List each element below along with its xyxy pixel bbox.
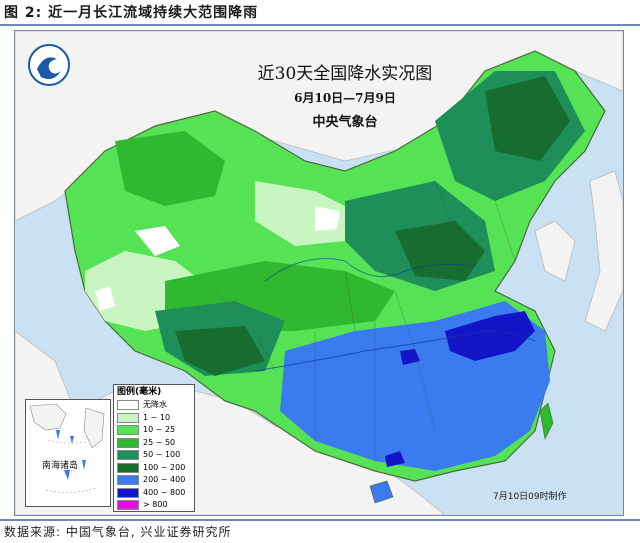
legend-item: 1 ~ 10 <box>114 412 194 425</box>
zone-dry-1 <box>135 226 180 256</box>
zone-25-50-xinjiang <box>115 131 225 206</box>
province-borders <box>214 180 516 461</box>
zone-400-800-south <box>385 451 405 467</box>
cma-logo-icon <box>27 43 71 87</box>
legend-swatch <box>117 400 139 411</box>
precipitation-map: 近30天全国降水实况图 6月10日—7月9日 中央气象台 南海诸岛 图例(毫米)… <box>14 30 624 516</box>
source-note: 数据来源: 中国气象台, 兴业证券研究所 <box>4 525 232 539</box>
legend-label: 200 ~ 400 <box>143 475 186 485</box>
zone-400-800-yangtze <box>445 311 535 361</box>
legend-swatch <box>117 437 139 448</box>
legend-title: 图例(毫米) <box>117 387 162 397</box>
zone-1-10-north <box>255 181 355 246</box>
top-divider <box>0 24 640 26</box>
legend-swatch <box>117 475 139 486</box>
zone-100-200-tibet <box>175 326 265 376</box>
legend-label: 50 ~ 100 <box>143 450 181 460</box>
legend-label: 无降水 <box>143 400 167 410</box>
legend-label: 25 ~ 50 <box>143 437 176 447</box>
map-title: 近30天全国降水实况图 <box>257 64 433 84</box>
map-agency: 中央气象台 <box>312 115 378 130</box>
map-timestamp: 7月10日09时制作 <box>493 492 567 502</box>
map-graphic <box>15 31 623 515</box>
legend-label: > 800 <box>143 500 168 510</box>
zone-400-800-small <box>400 349 420 365</box>
legend-item: 无降水 <box>114 399 194 412</box>
bottom-divider <box>0 519 640 521</box>
legend-label: 100 ~ 200 <box>143 462 186 472</box>
yangtze-river <box>254 330 536 372</box>
japan-islands <box>584 170 623 332</box>
taiwan-island <box>539 402 554 440</box>
yellow-river <box>264 258 476 282</box>
legend-item: 400 ~ 800 <box>114 487 194 500</box>
legend-item: 10 ~ 25 <box>114 424 194 437</box>
legend-swatch <box>117 425 139 436</box>
legend: 图例(毫米) 无降水 1 ~ 10 10 ~ 25 25 ~ 50 50 ~ 1… <box>113 384 195 512</box>
legend-item: 25 ~ 50 <box>114 437 194 450</box>
legend-item: > 800 <box>114 499 194 512</box>
legend-label: 1 ~ 10 <box>143 412 171 422</box>
south-china-sea-inset: 南海诸岛 <box>25 399 111 507</box>
zone-100-200-north <box>395 221 485 281</box>
zone-100-200-northeast <box>485 76 570 161</box>
hainan-island <box>369 480 394 504</box>
korea-japan <box>534 220 576 282</box>
map-date-range: 6月10日—7月9日 <box>294 91 396 105</box>
legend-swatch <box>117 487 139 498</box>
zone-dry-3 <box>95 286 115 311</box>
inset-map-graphic <box>29 403 105 493</box>
legend-label: 400 ~ 800 <box>143 487 186 497</box>
legend-swatch <box>117 412 139 423</box>
legend-swatch <box>117 450 139 461</box>
legend-item: 100 ~ 200 <box>114 462 194 475</box>
legend-item: 200 ~ 400 <box>114 474 194 487</box>
legend-label: 10 ~ 25 <box>143 425 176 435</box>
zone-dry-2 <box>315 206 340 231</box>
inset-label: 南海诸岛 <box>42 461 79 471</box>
legend-swatch <box>117 462 139 473</box>
legend-item: 50 ~ 100 <box>114 449 194 462</box>
figure-title: 图 2: 近一月长江流域持续大范围降雨 <box>4 5 259 21</box>
legend-swatch <box>117 500 139 511</box>
